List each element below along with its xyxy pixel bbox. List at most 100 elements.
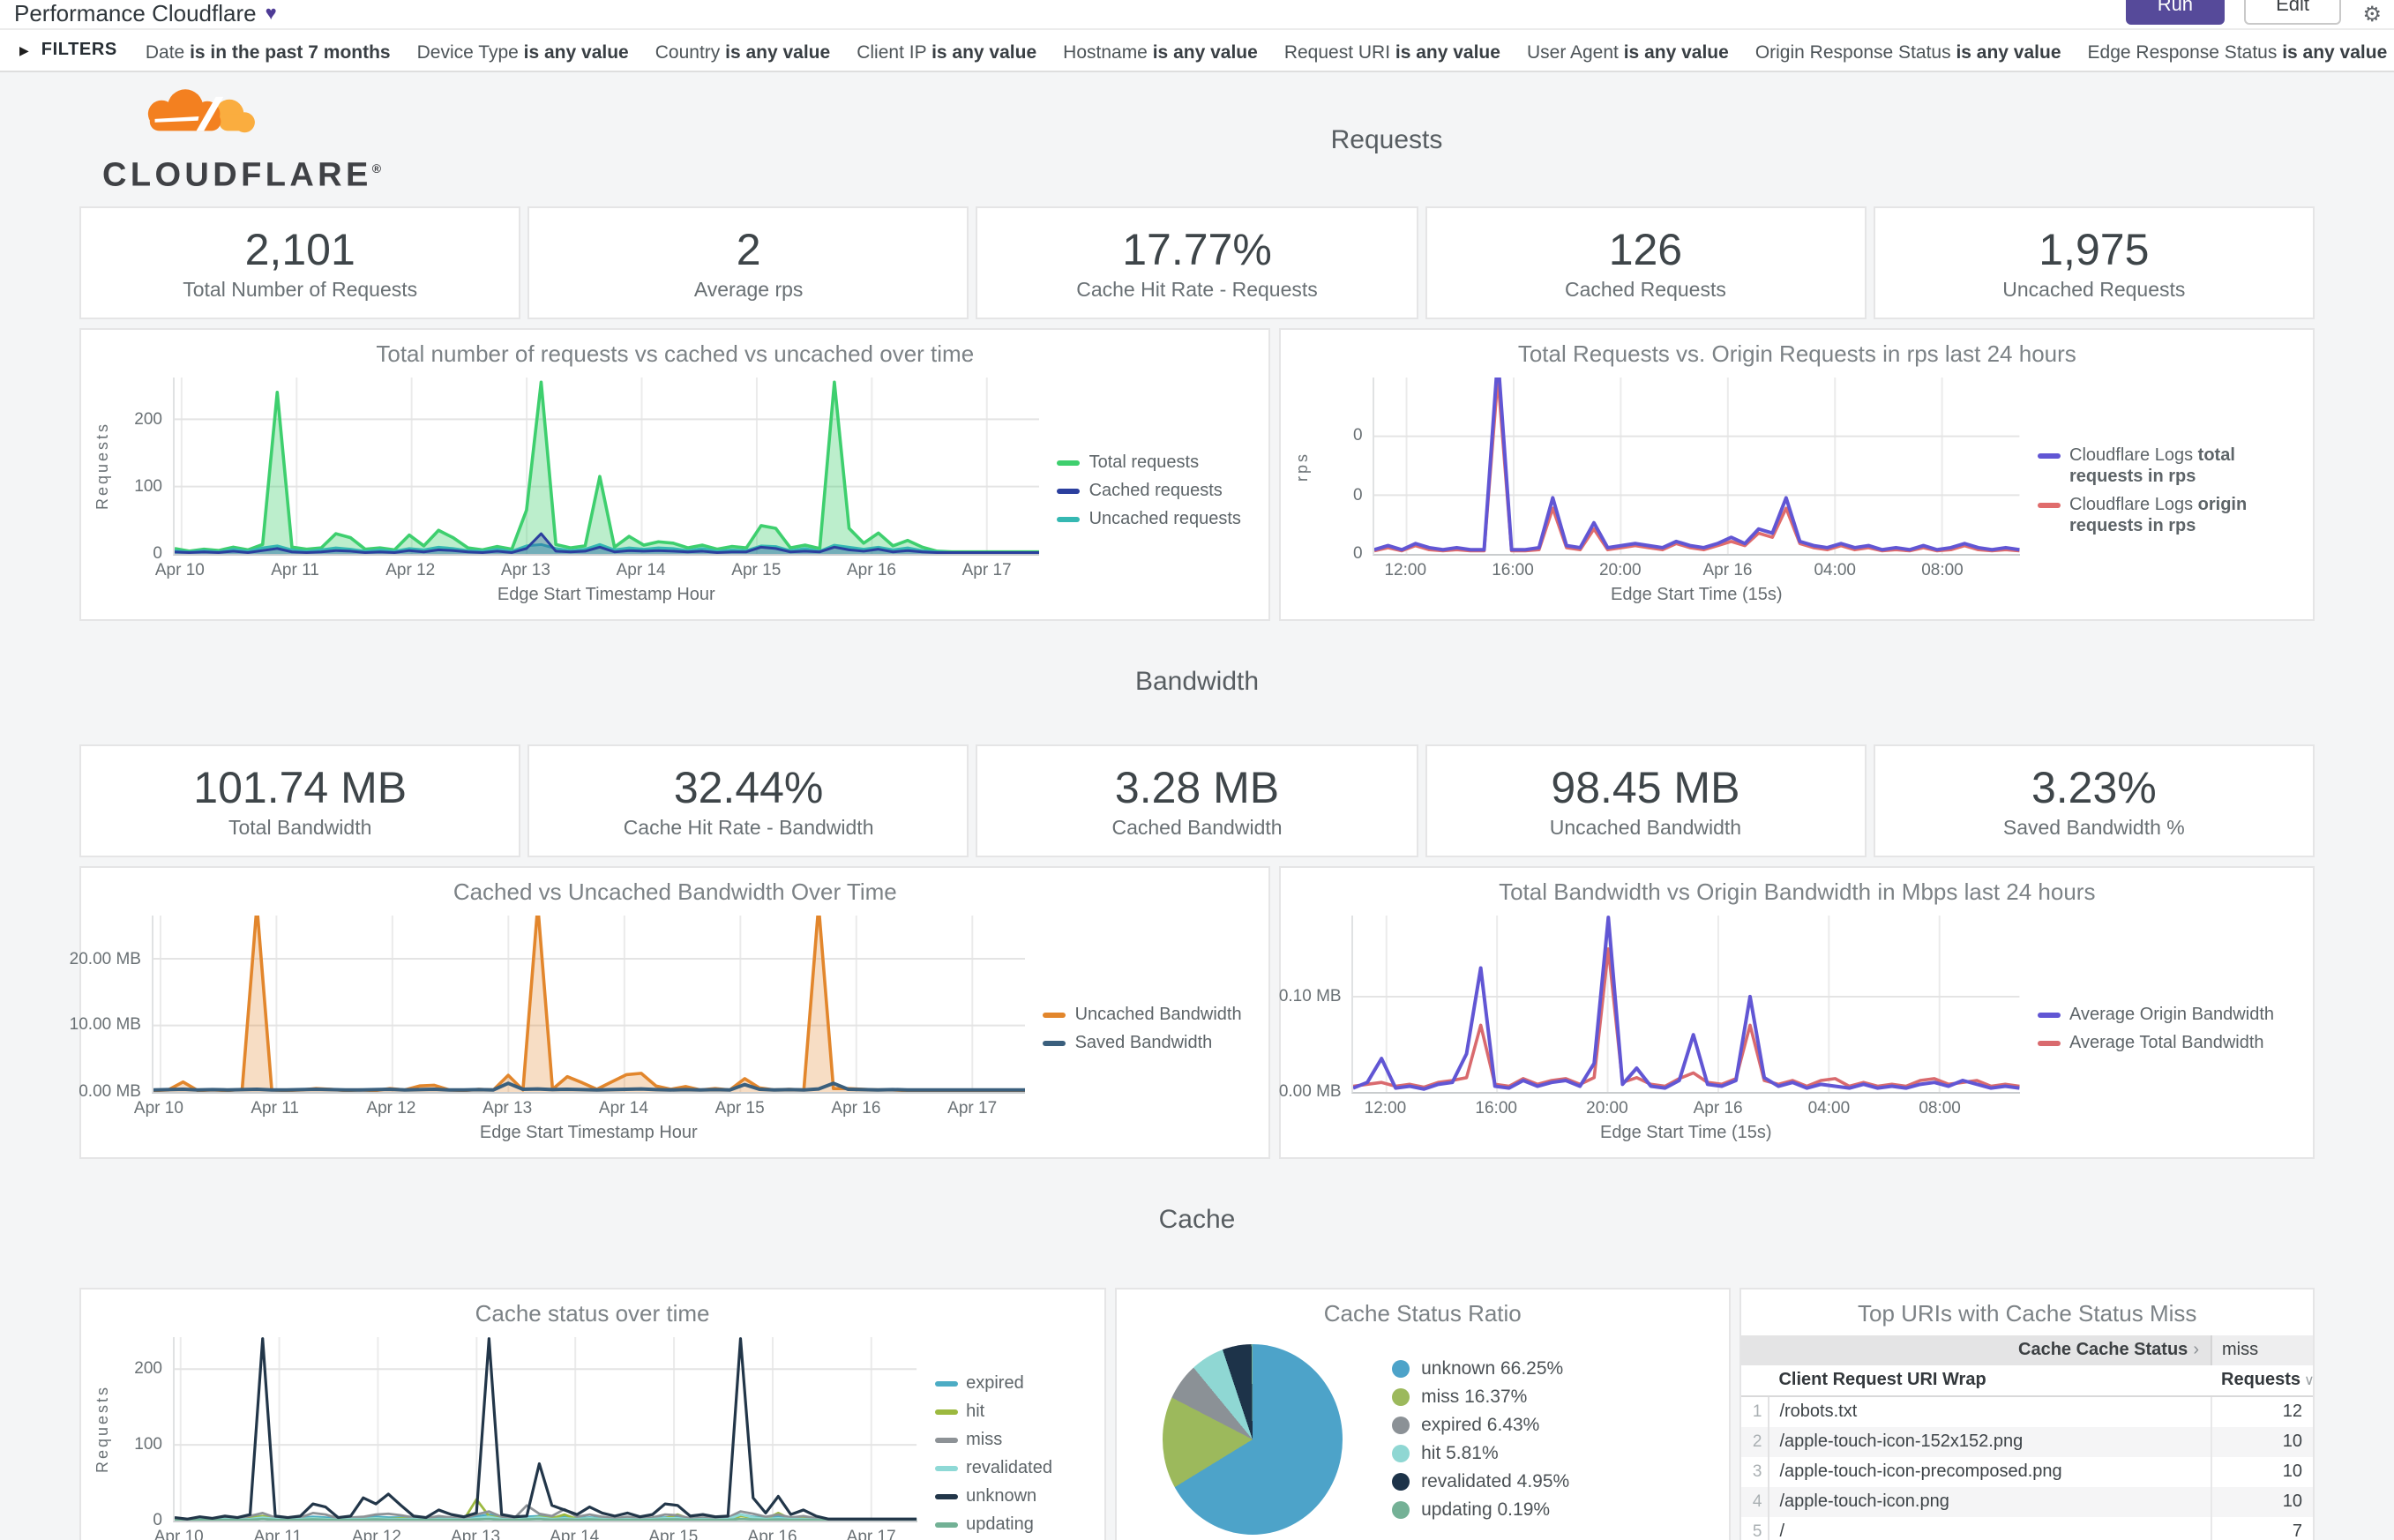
x-tick-label: Apr 13 bbox=[500, 561, 550, 580]
filter-item[interactable]: Country is any value bbox=[655, 41, 831, 63]
filter-item[interactable]: Device Type is any value bbox=[416, 41, 629, 63]
legend-label: unknown bbox=[966, 1486, 1037, 1506]
legend-label: hit bbox=[966, 1402, 985, 1421]
x-tick-label: 08:00 bbox=[1919, 1099, 1961, 1118]
filter-item[interactable]: Edge Response Status is any value bbox=[2087, 41, 2388, 63]
x-tick-label: Apr 17 bbox=[961, 561, 1012, 580]
chart-requests-over-time: Total number of requests vs cached vs un… bbox=[79, 328, 1271, 621]
chart-bandwidth-last-24h: Total Bandwidth vs Origin Bandwidth in M… bbox=[1278, 866, 2315, 1159]
pie-legend-label: unknown 66.25% bbox=[1421, 1357, 1564, 1379]
kpi-value: 1,975 bbox=[2039, 225, 2150, 274]
filter-item[interactable]: Request URI is any value bbox=[1283, 41, 1500, 63]
legend-swatch bbox=[934, 1409, 958, 1414]
y-axis-label: rps bbox=[1293, 451, 1312, 482]
legend-item[interactable]: Average Origin Bandwidth bbox=[2038, 1005, 2299, 1026]
x-axis-label: Edge Start Timestamp Hour bbox=[497, 586, 715, 605]
legend-label: Cached requests bbox=[1089, 481, 1223, 500]
pivot-field-link[interactable]: Cache Cache Status › bbox=[1741, 1335, 2211, 1365]
legend-item[interactable]: revalidated bbox=[934, 1458, 1089, 1479]
legend-swatch bbox=[2038, 502, 2061, 507]
chart-title: Total number of requests vs cached vs un… bbox=[376, 340, 975, 367]
pie-legend-label: expired 6.43% bbox=[1421, 1414, 1540, 1435]
uri-cell: /robots.txt bbox=[1768, 1396, 2211, 1427]
pie-legend-item[interactable]: unknown 66.25% bbox=[1391, 1357, 1569, 1380]
y-axis-label: Requests bbox=[94, 421, 111, 511]
pie-title: Cache Status Ratio bbox=[1323, 1300, 1522, 1327]
legend-swatch bbox=[1057, 488, 1081, 493]
legend-item[interactable]: Average Total Bandwidth bbox=[2038, 1033, 2299, 1054]
legend-item[interactable]: updating bbox=[934, 1514, 1089, 1536]
legend-item[interactable]: Cached requests bbox=[1057, 481, 1255, 502]
gear-icon[interactable]: ⚙ bbox=[2362, 2, 2382, 26]
section-title-requests: Requests bbox=[1330, 124, 1443, 154]
table-row: 1/robots.txt 12 bbox=[1741, 1396, 2313, 1427]
pie-legend-item[interactable]: revalidated 4.95% bbox=[1391, 1470, 1569, 1493]
pie-legend-item[interactable]: hit 5.81% bbox=[1391, 1442, 1569, 1465]
chart-title: Total Requests vs. Origin Requests in rp… bbox=[1517, 340, 2076, 367]
uri-table: Cache Cache Status › miss Client Request … bbox=[1741, 1335, 2313, 1540]
filters-label[interactable]: FILTERS bbox=[41, 41, 117, 60]
y-axis-label: Requests bbox=[94, 1384, 111, 1474]
chart-plot bbox=[1373, 378, 2020, 556]
filter-item[interactable]: User Agent is any value bbox=[1526, 41, 1729, 63]
legend-item[interactable]: expired bbox=[934, 1373, 1089, 1394]
y-tick-label: 0.00 MB bbox=[1278, 1082, 1342, 1102]
legend-label: updating bbox=[966, 1514, 1034, 1534]
table-row: 2/apple-touch-icon-152x152.png 10 bbox=[1741, 1427, 2313, 1457]
sort-desc-icon: ∨ bbox=[2304, 1372, 2313, 1388]
legend-item[interactable]: miss bbox=[934, 1430, 1089, 1451]
y-tick-label: 0 bbox=[153, 544, 162, 564]
legend-item[interactable]: Total requests bbox=[1057, 452, 1255, 474]
filter-item[interactable]: Origin Response Status is any value bbox=[1754, 41, 2061, 63]
x-tick-label: Apr 16 bbox=[747, 1528, 797, 1540]
run-button[interactable]: Run bbox=[2125, 0, 2226, 25]
legend-item[interactable]: Uncached Bandwidth bbox=[1043, 1005, 1255, 1026]
kpi-tile: 98.45 MB Uncached Bandwidth bbox=[1425, 744, 1867, 857]
x-tick-label: Apr 13 bbox=[483, 1099, 533, 1118]
kpi-value: 2,101 bbox=[244, 225, 355, 274]
x-tick-label: Apr 10 bbox=[153, 1528, 204, 1540]
legend-label: Average Origin Bandwidth bbox=[2069, 1005, 2274, 1024]
kpi-tile: 126 Cached Requests bbox=[1425, 206, 1867, 319]
kpi-tile: 3.28 MB Cached Bandwidth bbox=[976, 744, 1418, 857]
requests-column-header[interactable]: Requests∨ bbox=[2211, 1365, 2313, 1397]
y-tick-label: 0 bbox=[1353, 426, 1363, 446]
filter-item[interactable]: Hostname is any value bbox=[1063, 41, 1258, 63]
kpi-tile: 17.77% Cache Hit Rate - Requests bbox=[976, 206, 1418, 319]
pie-legend-label: miss 16.37% bbox=[1421, 1386, 1528, 1407]
y-tick-label: 0 bbox=[1353, 485, 1363, 505]
legend-item[interactable]: hit bbox=[934, 1402, 1089, 1423]
pie-legend-item[interactable]: expired 6.43% bbox=[1391, 1414, 1569, 1437]
x-tick-label: 16:00 bbox=[1475, 1099, 1517, 1118]
legend-item[interactable]: unknown bbox=[934, 1486, 1089, 1507]
filters-caret-icon[interactable]: ▶ bbox=[19, 45, 29, 57]
uri-column-header[interactable]: Client Request URI Wrap bbox=[1768, 1365, 2211, 1397]
x-axis-label: Edge Start Timestamp Hour bbox=[479, 1124, 698, 1143]
legend-item[interactable]: Cloudflare Logs origin requests in rps bbox=[2038, 495, 2299, 537]
x-tick-label: 08:00 bbox=[1921, 561, 1964, 580]
legend-item[interactable]: Uncached requests bbox=[1057, 509, 1255, 530]
legend-item[interactable]: Saved Bandwidth bbox=[1043, 1033, 1255, 1054]
edit-button[interactable]: Edit bbox=[2244, 0, 2341, 25]
pie-legend-item[interactable]: miss 16.37% bbox=[1391, 1386, 1569, 1409]
legend-swatch bbox=[1057, 460, 1081, 465]
filter-item[interactable]: Date is in the past 7 months bbox=[145, 41, 391, 63]
chart-plot bbox=[152, 916, 1026, 1094]
legend-item[interactable]: Cloudflare Logs total requests in rps bbox=[2038, 445, 2299, 488]
legend-swatch bbox=[1043, 1040, 1066, 1045]
x-tick-label: Apr 15 bbox=[648, 1528, 699, 1540]
kpi-tile: 3.23% Saved Bandwidth % bbox=[1873, 744, 2315, 857]
legend-label: Cloudflare Logs total requests in rps bbox=[2069, 445, 2235, 486]
requests-cell: 12 bbox=[2282, 1402, 2302, 1422]
chart-bandwidth-over-time: Cached vs Uncached Bandwidth Over Time 0.… bbox=[70, 866, 1271, 1159]
top-uris-tile: Top URIs with Cache Status Miss Cache Ca… bbox=[1739, 1288, 2315, 1540]
pie-legend-item[interactable]: updating 0.19% bbox=[1391, 1499, 1569, 1521]
filter-item[interactable]: Client IP is any value bbox=[857, 41, 1037, 63]
legend-swatch bbox=[934, 1521, 958, 1527]
chart-title: Cache status over time bbox=[475, 1300, 710, 1327]
legend-swatch bbox=[2038, 1012, 2061, 1017]
x-tick-label: Apr 11 bbox=[251, 1099, 299, 1118]
table-title: Top URIs with Cache Status Miss bbox=[1858, 1300, 2197, 1327]
legend-dot bbox=[1391, 1473, 1410, 1491]
